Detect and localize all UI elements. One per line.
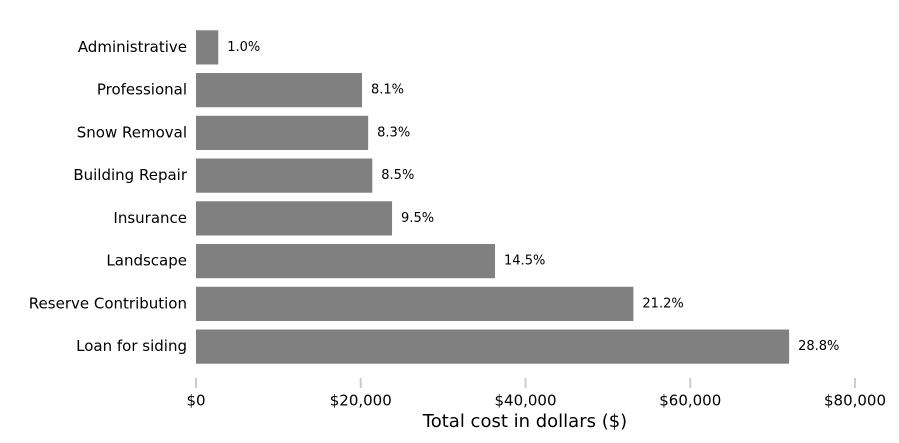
y-tick-label: Insurance <box>113 209 187 227</box>
x-tick-label: $80,000 <box>824 392 886 410</box>
data-label: 9.5% <box>401 211 434 226</box>
bar <box>196 158 373 193</box>
bar <box>196 115 369 150</box>
data-label: 1.0% <box>227 40 260 55</box>
y-tick-label: Landscape <box>106 252 187 270</box>
y-tick-label: Loan for siding <box>76 337 187 355</box>
bar <box>196 286 634 321</box>
y-tick-label: Professional <box>97 81 187 99</box>
data-label: 8.5% <box>381 168 414 183</box>
x-tick-label: $20,000 <box>330 392 392 410</box>
data-label: 8.3% <box>377 125 410 140</box>
x-tick-label: $60,000 <box>659 392 721 410</box>
bar <box>196 244 496 279</box>
data-label: 21.2% <box>642 296 683 311</box>
y-tick-label: Administrative <box>78 38 187 56</box>
bar <box>196 73 362 108</box>
bar <box>196 30 219 65</box>
data-label: 28.8% <box>798 339 839 354</box>
data-label: 8.1% <box>371 83 404 98</box>
x-axis-title: Total cost in dollars ($) <box>422 411 627 432</box>
x-tick-label: $0 <box>186 392 205 410</box>
bar <box>196 201 393 236</box>
data-label: 14.5% <box>504 254 545 269</box>
y-tick-label: Building Repair <box>73 166 187 184</box>
y-tick-label: Reserve Contribution <box>29 294 187 312</box>
bar <box>196 329 790 364</box>
x-tick-label: $40,000 <box>494 392 556 410</box>
y-tick-label: Snow Removal <box>77 123 187 141</box>
